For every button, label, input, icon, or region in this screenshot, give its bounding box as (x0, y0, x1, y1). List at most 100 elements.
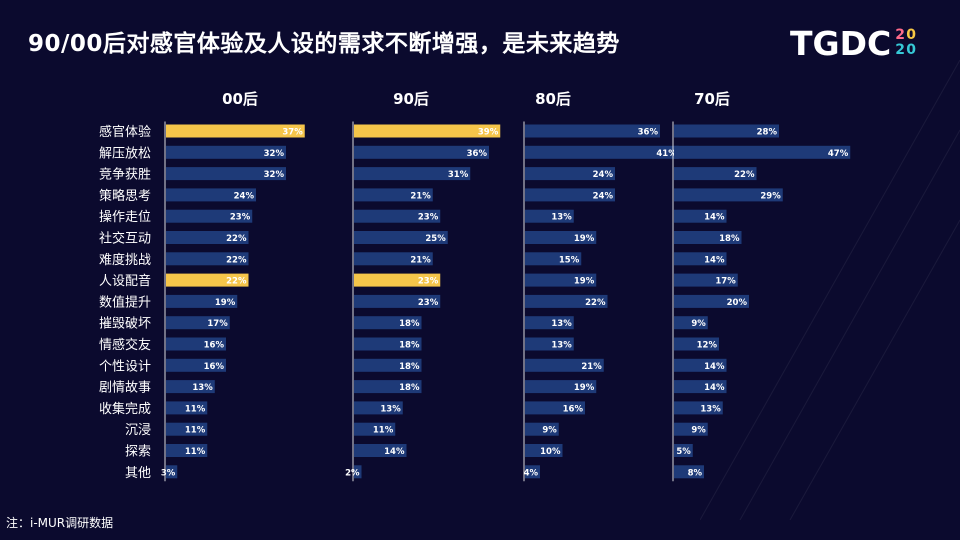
bar (674, 465, 704, 479)
bar-value-label: 19% (215, 298, 236, 308)
bar (166, 358, 226, 372)
bar-value-label: 18% (399, 383, 420, 393)
bar-value-label: 23% (418, 298, 439, 308)
bar (674, 209, 727, 223)
bar (674, 337, 719, 351)
bar-value-label: 4% (524, 468, 539, 478)
bar (674, 358, 727, 372)
bar-value-label: 16% (563, 404, 584, 414)
bar-value-label: 23% (230, 213, 251, 223)
bar (525, 273, 597, 287)
bar (674, 188, 783, 202)
series-header: 80后 (535, 90, 571, 108)
bar (354, 316, 422, 330)
bar-value-label: 2% (345, 468, 360, 478)
bar-value-label: 22% (226, 234, 247, 244)
bar (166, 444, 208, 457)
bar-value-label: 21% (410, 255, 431, 265)
bar-value-label: 22% (734, 170, 755, 180)
bar-value-label: 22% (226, 277, 247, 287)
bar-value-label: 31% (448, 170, 469, 180)
bar-value-label: 8% (688, 468, 703, 478)
page-title: 90/00后对感官体验及人设的需求不断增强，是未来趋势 (28, 31, 620, 57)
bar-value-label: 23% (418, 277, 439, 287)
bar (525, 401, 585, 415)
bar-value-label: 47% (828, 149, 849, 159)
bar (674, 273, 738, 287)
bar-value-label: 19% (574, 277, 595, 287)
highlighted-bar (166, 124, 305, 138)
bar-value-label: 24% (593, 170, 614, 180)
series-header: 70后 (694, 90, 730, 108)
bar-value-label: 11% (185, 426, 206, 436)
highlighted-bar (166, 273, 249, 287)
bar (674, 231, 742, 244)
bar (674, 167, 757, 181)
bar-value-label: 13% (551, 319, 572, 329)
bar (525, 294, 608, 308)
bar-value-label: 24% (234, 191, 255, 201)
bar (525, 358, 604, 372)
bar-value-label: 13% (551, 341, 572, 351)
category-label: 剧情故事 (99, 381, 151, 396)
bar-value-label: 16% (204, 341, 225, 351)
bar (354, 422, 396, 436)
bar-value-label: 11% (185, 447, 206, 457)
category-label: 收集完成 (99, 401, 151, 417)
bar (166, 422, 208, 436)
bar (525, 145, 679, 159)
bar-value-label: 18% (399, 362, 420, 372)
bar (354, 145, 489, 159)
bar (166, 231, 249, 244)
bar (525, 380, 597, 394)
bar (525, 209, 574, 223)
series-header: 00后 (222, 90, 258, 108)
category-label: 难度挑战 (99, 252, 151, 268)
bar-value-label: 21% (410, 191, 431, 201)
bar (525, 252, 582, 266)
bar (674, 422, 708, 436)
category-label: 摧毁破坏 (99, 317, 151, 332)
bar-value-label: 14% (704, 362, 725, 372)
bar-value-label: 14% (704, 255, 725, 265)
series-header: 90后 (393, 90, 429, 108)
bar (354, 401, 403, 415)
logo-year-digit: 0 (906, 42, 916, 58)
bar (525, 337, 574, 351)
highlighted-bar (354, 273, 441, 287)
bar-value-label: 19% (574, 234, 595, 244)
bar (166, 380, 215, 394)
highlighted-bar (354, 124, 501, 138)
bar-value-label: 18% (399, 341, 420, 351)
bar-value-label: 39% (478, 128, 499, 138)
tgdc-logo: TGDC 2 0 2 0 (790, 26, 917, 62)
bar-value-label: 17% (715, 277, 736, 287)
bar-value-label: 10% (540, 447, 561, 457)
bar (525, 316, 574, 330)
bar-value-label: 28% (757, 128, 778, 138)
bar (354, 231, 448, 244)
bar (166, 145, 286, 159)
bar (354, 380, 422, 394)
bar-value-label: 14% (704, 383, 725, 393)
bar-value-label: 36% (638, 128, 659, 138)
bar (674, 401, 723, 415)
bar-value-label: 18% (719, 234, 740, 244)
bar-value-label: 13% (551, 213, 572, 223)
bar (354, 167, 471, 181)
bar (674, 444, 693, 457)
category-label: 探索 (125, 445, 151, 460)
logo-year-digit: 2 (895, 27, 905, 43)
bar (525, 444, 563, 457)
bar (166, 209, 253, 223)
source-note: 注：i-MUR调研数据 (6, 516, 114, 530)
category-label: 感官体验 (99, 124, 151, 140)
bar-value-label: 9% (542, 426, 557, 436)
bar-value-label: 25% (425, 234, 446, 244)
bar (525, 188, 615, 202)
bar (166, 167, 286, 181)
category-label: 策略思考 (99, 188, 151, 204)
category-label: 人设配音 (99, 273, 151, 289)
bar-value-label: 16% (204, 362, 225, 372)
